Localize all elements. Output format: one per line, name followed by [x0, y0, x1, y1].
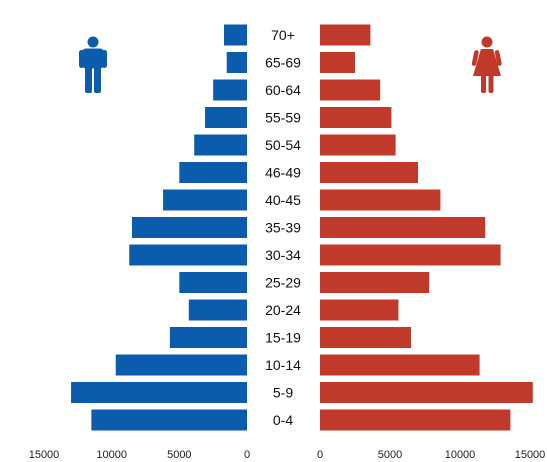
female-bar-50-54 — [320, 134, 396, 156]
male-icon — [79, 36, 107, 93]
male-bars — [71, 24, 247, 431]
female-bar-0-4 — [320, 409, 511, 431]
age-label: 46-49 — [265, 165, 301, 181]
male-axis-ticks: 15000 10000 5000 0 — [29, 449, 250, 461]
female-bar-20-24 — [320, 299, 399, 321]
age-label: 40-45 — [265, 192, 301, 208]
male-bar-46-49 — [179, 162, 247, 183]
male-bar-40-45 — [163, 189, 247, 211]
male-bar-70+ — [223, 24, 247, 46]
female-axis-tick-label: 15000 — [515, 449, 546, 461]
female-bar-35-39 — [320, 217, 486, 238]
age-label: 10-14 — [265, 357, 301, 373]
female-bar-46-49 — [320, 162, 418, 183]
male-bar-25-29 — [179, 272, 247, 293]
female-bar-70+ — [320, 24, 371, 46]
female-bar-25-29 — [320, 272, 430, 293]
female-bar-60-64 — [320, 79, 381, 101]
age-label: 20-24 — [265, 302, 301, 318]
age-label: 35-39 — [265, 220, 301, 236]
male-axis-tick-label: 15000 — [29, 449, 60, 461]
female-axis-tick-label: 10000 — [445, 449, 476, 461]
male-bar-65-69 — [226, 52, 247, 73]
female-bars — [320, 24, 533, 431]
male-bar-35-39 — [131, 217, 247, 238]
male-axis-tick-label: 5000 — [167, 449, 191, 461]
male-bar-20-24 — [188, 299, 247, 321]
age-label: 15-19 — [265, 330, 301, 346]
male-bar-15-19 — [169, 327, 247, 348]
male-axis-tick-label: 10000 — [96, 449, 127, 461]
age-label: 50-54 — [265, 137, 301, 153]
female-icon — [471, 36, 502, 93]
male-bar-50-54 — [194, 134, 247, 156]
female-bar-30-34 — [320, 244, 501, 266]
female-bar-65-69 — [320, 52, 355, 73]
female-axis-ticks: 0 5000 10000 15000 — [317, 449, 545, 461]
male-bar-60-64 — [213, 79, 247, 101]
age-group-labels: 0-4 5-9 10-14 15-19 20-24 25-29 30-34 35-39 40-4… — [265, 27, 301, 428]
age-label: 60-64 — [265, 82, 301, 98]
age-label: 5-9 — [273, 385, 293, 401]
age-label: 25-29 — [265, 275, 301, 291]
age-label: 65-69 — [265, 55, 301, 71]
age-label: 55-59 — [265, 110, 301, 126]
male-bar-5-9 — [71, 382, 247, 403]
female-bar-40-45 — [320, 189, 441, 211]
male-axis-tick-label: 0 — [244, 449, 250, 461]
age-label: 70+ — [271, 27, 295, 43]
female-bar-55-59 — [320, 107, 392, 128]
female-bar-15-19 — [320, 327, 411, 348]
female-axis-tick-label: 0 — [317, 449, 323, 461]
male-bar-30-34 — [129, 244, 247, 266]
age-label: 0-4 — [273, 412, 293, 428]
male-bar-0-4 — [91, 409, 247, 431]
male-bar-10-14 — [115, 354, 247, 376]
female-bar-10-14 — [320, 354, 480, 376]
female-bar-5-9 — [320, 382, 533, 403]
female-axis-tick-label: 5000 — [378, 449, 402, 461]
male-bar-55-59 — [205, 107, 247, 128]
age-label: 30-34 — [265, 247, 301, 263]
